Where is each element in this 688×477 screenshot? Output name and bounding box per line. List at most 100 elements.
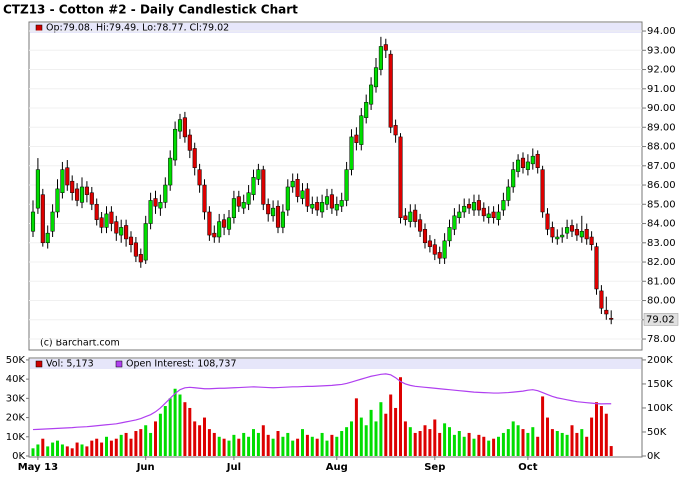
candle-body	[207, 211, 212, 236]
y-tick-label: 20K	[6, 413, 26, 424]
candle-body	[569, 225, 575, 232]
candle-body	[50, 211, 55, 232]
volume-bar	[252, 429, 255, 456]
candle-body	[437, 252, 442, 259]
candle-body	[173, 128, 178, 161]
volume-bar	[109, 440, 113, 456]
volume-bar	[178, 394, 182, 456]
volume-bar	[168, 398, 172, 456]
candle-body	[45, 232, 50, 244]
volume-bar	[198, 425, 202, 456]
candle-body	[133, 242, 138, 257]
volume-bar	[399, 377, 402, 456]
candle-body	[158, 202, 163, 209]
volume-bar	[266, 434, 270, 456]
volume-bar	[144, 425, 148, 456]
candle-body	[540, 169, 545, 213]
volume-bar	[536, 436, 540, 456]
volume-bar	[95, 438, 99, 456]
candle-body	[609, 317, 614, 320]
volume-bar	[232, 434, 236, 456]
candle-body	[589, 236, 594, 245]
candle-body	[496, 211, 501, 220]
candle-body	[604, 309, 609, 315]
legend-swatch	[35, 24, 43, 32]
volume-bar	[604, 413, 608, 456]
candle-body	[344, 169, 349, 201]
x-tick-label: Aug	[326, 462, 348, 473]
candle-body	[104, 213, 109, 228]
volume-bar	[345, 427, 349, 456]
candle-body	[266, 204, 271, 215]
candle-body	[84, 186, 89, 195]
volume-bar	[462, 436, 466, 456]
y-tick-label: 10K	[6, 432, 26, 443]
volume-bar	[80, 444, 84, 456]
volume-bar	[457, 431, 461, 456]
candle-body	[599, 290, 604, 309]
volume-bar	[595, 402, 598, 456]
volume-bar	[173, 388, 177, 456]
volume-bar	[100, 442, 104, 456]
volume-bar	[227, 440, 231, 456]
volume-bar	[575, 432, 579, 456]
volume-bar	[301, 429, 304, 456]
candle-body	[192, 148, 197, 168]
volume-bar	[570, 425, 574, 456]
candle-body	[324, 196, 330, 205]
candle-body	[393, 125, 398, 136]
candle-body	[148, 200, 153, 224]
volume-bar	[501, 432, 505, 456]
volume-bar	[443, 423, 447, 456]
volume-bar	[550, 429, 554, 456]
candle-body	[70, 180, 75, 193]
volume-bar	[359, 417, 363, 456]
volume-bar	[51, 442, 55, 456]
volume-bar	[335, 436, 339, 456]
candle-body	[138, 254, 143, 263]
candle-body	[65, 167, 70, 186]
volume-bar	[546, 417, 549, 456]
candle-body	[413, 209, 418, 222]
plot-area	[28, 21, 643, 351]
candle-body	[565, 227, 570, 234]
volume-bar	[418, 431, 422, 456]
volume-bar	[85, 446, 89, 456]
volume-bar	[296, 438, 300, 456]
x-tick-label: Jun	[136, 462, 155, 473]
y-tick-label: 83.00	[647, 238, 676, 249]
volume-bar	[467, 432, 471, 456]
candle-body	[246, 192, 251, 205]
volume-bar	[281, 436, 285, 456]
volume-bar	[472, 438, 476, 456]
y-tick-label: 93.00	[647, 45, 676, 56]
x-tick-label: May 13	[18, 462, 58, 473]
volume-bar	[149, 432, 153, 456]
candle-body	[442, 240, 447, 259]
volume-bar	[247, 436, 251, 456]
volume-bar	[325, 440, 329, 456]
candle-body	[153, 198, 158, 207]
candle-body	[427, 240, 432, 247]
volume-bar	[492, 438, 496, 456]
legend-band	[30, 359, 641, 369]
candle-body	[280, 211, 285, 228]
volume-bar	[207, 429, 211, 456]
volume-bar	[438, 432, 442, 456]
volume-bar	[384, 413, 388, 456]
candle-body	[408, 211, 413, 222]
volume-bar	[448, 427, 451, 456]
volume-bar	[56, 440, 59, 456]
volume-bar	[330, 434, 334, 456]
volume-bar	[590, 417, 594, 456]
volume-bar	[261, 425, 265, 456]
candle-body	[579, 230, 584, 238]
candle-body	[315, 202, 320, 211]
candle-body	[94, 204, 99, 220]
volume-bar	[531, 427, 535, 456]
volume-bar	[369, 409, 373, 456]
volume-bar	[105, 436, 108, 456]
y2-tick-label: 200K	[647, 355, 673, 366]
volume-bar	[305, 434, 309, 456]
